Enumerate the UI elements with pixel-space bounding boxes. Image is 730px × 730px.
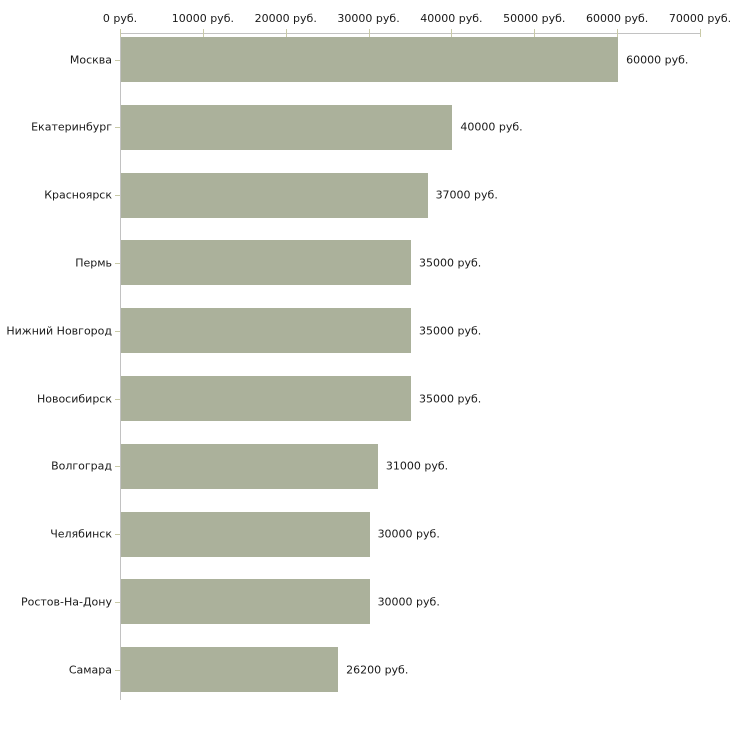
value-label: 30000 руб. (377, 595, 440, 609)
category-label: Ростов-На-Дону (20, 595, 112, 609)
x-tick-mark (451, 29, 452, 37)
value-label: 37000 руб. (435, 188, 498, 202)
x-tick-mark (534, 29, 535, 37)
value-label: 26200 руб. (346, 663, 409, 677)
y-tick-mark (115, 399, 120, 400)
bar (121, 443, 378, 489)
x-tick-mark (369, 29, 370, 37)
x-tick-mark (203, 29, 204, 37)
bar (121, 308, 411, 354)
x-axis-line (120, 33, 700, 34)
category-label: Волгоград (51, 459, 112, 473)
x-tick-label: 20000 руб. (254, 12, 317, 25)
y-tick-mark (115, 534, 120, 535)
category-label: Москва (69, 53, 112, 66)
x-tick-label: 70000 руб. (668, 12, 730, 25)
y-tick-mark (115, 263, 120, 264)
y-tick-mark (115, 466, 120, 467)
x-tick-label: 50000 руб. (503, 12, 566, 25)
category-label: Челябинск (50, 527, 112, 541)
x-tick-mark (617, 29, 618, 37)
value-label: 35000 руб. (419, 324, 482, 338)
bar (121, 240, 411, 286)
y-axis-line (120, 33, 121, 700)
x-tick-mark (286, 29, 287, 37)
bar (121, 172, 428, 218)
x-tick-label: 10000 руб. (171, 12, 234, 25)
value-label: 40000 руб. (460, 120, 523, 134)
y-tick-mark (115, 331, 120, 332)
bar (121, 511, 370, 557)
bar (121, 376, 411, 421)
category-label: Нижний Новгород (6, 324, 112, 338)
category-label: Красноярск (44, 188, 112, 202)
x-tick-label: 60000 руб. (586, 12, 649, 25)
category-label: Екатеринбург (31, 120, 112, 134)
y-tick-mark (115, 60, 120, 61)
bar (121, 647, 339, 693)
value-label: 60000 руб. (626, 53, 689, 66)
bar (121, 579, 370, 625)
x-tick-label: 30000 руб. (337, 12, 400, 25)
bar (121, 104, 453, 150)
y-tick-mark (115, 127, 120, 128)
value-label: 31000 руб. (385, 459, 449, 473)
x-tick-mark (700, 29, 701, 37)
bar (121, 37, 619, 82)
x-tick-mark (120, 29, 121, 37)
y-tick-mark (115, 195, 120, 196)
value-label: 30000 руб. (377, 527, 440, 541)
value-label: 35000 руб. (419, 256, 482, 270)
category-label: Пермь (75, 256, 112, 270)
category-label: Новосибирск (36, 392, 112, 405)
x-tick-label: 0 руб. (102, 12, 138, 25)
category-label: Самара (68, 663, 112, 677)
y-tick-mark (115, 602, 120, 603)
y-tick-mark (115, 670, 120, 671)
value-label: 35000 руб. (419, 392, 482, 405)
x-tick-label: 40000 руб. (420, 12, 483, 25)
